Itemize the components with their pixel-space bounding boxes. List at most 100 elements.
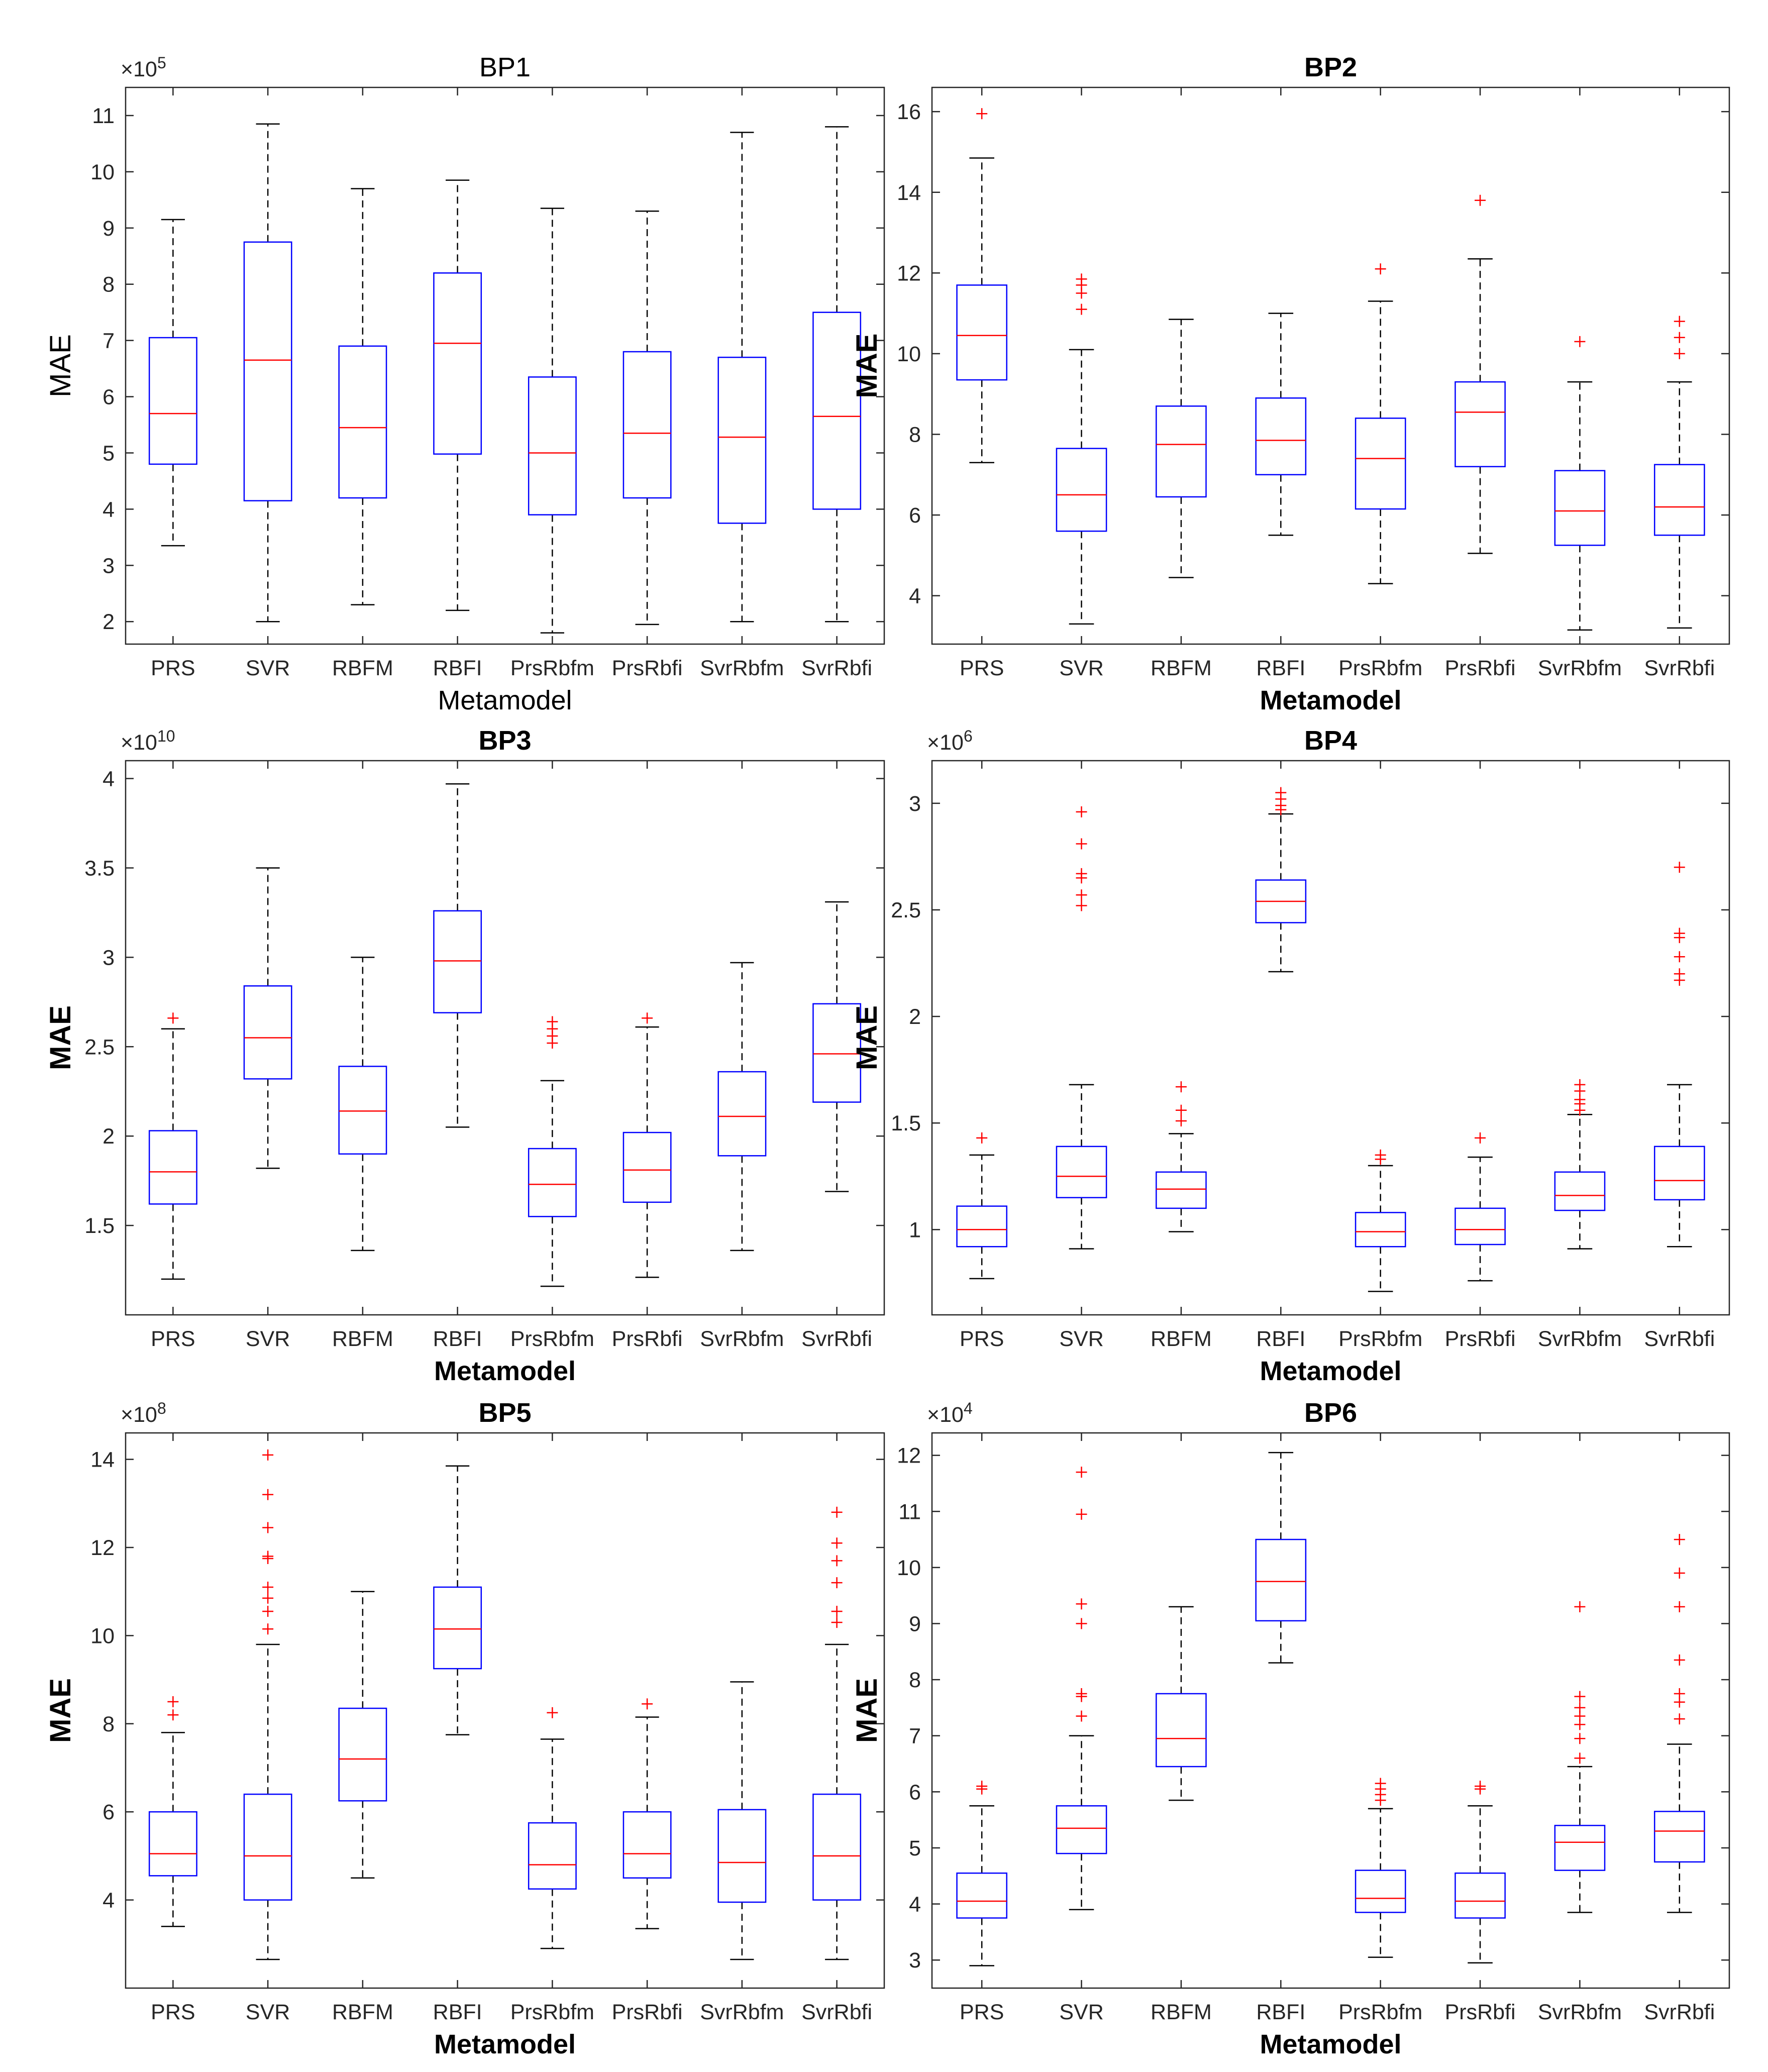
box-svrrbfi (812, 1506, 862, 1960)
outlier-marker (1375, 263, 1386, 275)
box-svrrbfi (812, 126, 862, 623)
x-tick-label-prs: PRS (151, 656, 195, 680)
box-svrrbfm (717, 1681, 767, 1960)
outlier-marker (262, 1581, 274, 1593)
box-prs (148, 1012, 197, 1280)
iqr-box (528, 1148, 577, 1217)
y-tick-label: 10 (897, 342, 921, 366)
y-exponent-label: ×104 (927, 1399, 973, 1427)
outlier-marker (1574, 1702, 1586, 1713)
x-tick-label-prsrbfm: PrsRbfm (510, 2000, 594, 2024)
x-tick-label-rbfm: RBFM (1151, 1327, 1212, 1351)
iqr-box (1454, 381, 1506, 467)
outlier-marker (1574, 1079, 1586, 1090)
box-prsrbfi (622, 210, 672, 626)
outlier-marker (1674, 1713, 1685, 1725)
x-tick-label-prsrbfm: PrsRbfm (510, 656, 594, 680)
iqr-box (622, 351, 672, 499)
x-tick-label-prs: PRS (960, 656, 1004, 680)
x-tick-label-prsrbfi: PrsRbfi (612, 1327, 683, 1351)
outlier-marker (1674, 348, 1685, 359)
iqr-box (956, 284, 1008, 381)
x-tick-label-prsrbfm: PrsRbfm (1338, 656, 1422, 680)
iqr-box (1554, 470, 1606, 546)
outlier-marker (167, 1696, 179, 1707)
outlier-marker (1674, 1688, 1685, 1700)
box-svr (1056, 273, 1107, 625)
iqr-box (622, 1131, 672, 1203)
outlier-marker (1175, 1104, 1187, 1116)
box-svrrbfm (1554, 1601, 1606, 1913)
iqr-box (622, 1811, 672, 1879)
iqr-box (1255, 1538, 1307, 1622)
outlier-marker (262, 1623, 274, 1635)
y-tick-label: 10 (897, 1556, 921, 1580)
iqr-box (1653, 464, 1705, 536)
outlier-marker (1076, 868, 1087, 879)
y-tick-label: 3 (909, 1948, 921, 1973)
outlier-marker (1275, 787, 1287, 798)
y-tick-label: 4 (102, 497, 115, 522)
iqr-box (243, 241, 292, 501)
outlier-marker (1076, 273, 1087, 285)
iqr-box (956, 1872, 1008, 1919)
iqr-box (243, 1793, 292, 1901)
box-prs (148, 1696, 197, 1927)
box-svr (1056, 1467, 1107, 1910)
y-tick-label: 8 (102, 1712, 115, 1736)
box-svrrbfm (1554, 1079, 1606, 1250)
box-rbfi (433, 179, 482, 611)
y-tick-label: 11 (898, 1500, 921, 1524)
y-tick-label: 3 (102, 554, 115, 578)
y-tick-label: 1.5 (84, 1214, 115, 1238)
y-axis-label: MAE (44, 1005, 77, 1070)
x-tick-label-prs: PRS (960, 1327, 1004, 1351)
x-tick-label-svrrbfm: SvrRbfm (1538, 1327, 1622, 1351)
y-tick-label: 16 (897, 100, 921, 124)
y-axis-label: MAE (851, 1005, 883, 1070)
iqr-box (812, 1793, 862, 1901)
x-tick-label-rbfi: RBFI (1256, 656, 1305, 680)
x-tick-label-svr: SVR (1059, 656, 1103, 680)
outlier-marker (1076, 303, 1087, 315)
outlier-marker (262, 1449, 274, 1461)
outlier-marker (642, 1698, 653, 1710)
iqr-box (1255, 397, 1307, 476)
x-tick-label-svrrbfm: SvrRbfm (700, 1327, 784, 1351)
box-svrrbfm (1554, 336, 1606, 631)
x-tick-label-rbfm: RBFM (332, 656, 393, 680)
box-rbfi (1255, 313, 1307, 536)
y-tick-label: 10 (90, 160, 115, 184)
y-axis-label: MAE (851, 1678, 883, 1743)
iqr-box (148, 1811, 197, 1877)
iqr-box (338, 1066, 387, 1155)
x-axis-label: Metamodel (1260, 685, 1401, 715)
iqr-box (1056, 448, 1107, 532)
x-axis-label: Metamodel (1260, 1356, 1401, 1386)
box-prs (148, 219, 197, 547)
y-tick-label: 14 (90, 1448, 115, 1472)
iqr-box (433, 1586, 482, 1670)
y-tick-label: 10 (90, 1624, 115, 1648)
box-svrrbfi (812, 901, 862, 1192)
outlier-marker (1076, 1598, 1087, 1610)
outlier-marker (1076, 806, 1087, 817)
y-tick-label: 3 (909, 792, 921, 816)
x-tick-label-prsrbfi: PrsRbfi (1445, 656, 1516, 680)
x-axis-label: Metamodel (438, 685, 572, 715)
x-tick-label-svrrbfi: SvrRbfi (801, 656, 872, 680)
outlier-marker (1076, 1710, 1087, 1722)
x-tick-label-svr: SVR (246, 2000, 290, 2024)
chart-title: BP1 (479, 52, 531, 82)
outlier-marker (1574, 336, 1586, 347)
y-tick-label: 9 (909, 1612, 921, 1636)
y-tick-label: 4 (909, 1893, 921, 1917)
outlier-marker (1674, 1654, 1685, 1666)
outlier-marker (167, 1012, 179, 1024)
outlier-marker (262, 1606, 274, 1617)
outlier-marker (1574, 1733, 1586, 1744)
outlier-marker (1674, 951, 1685, 963)
box-prsrbfm (1355, 263, 1406, 584)
y-exponent-label: ×108 (121, 1399, 166, 1427)
